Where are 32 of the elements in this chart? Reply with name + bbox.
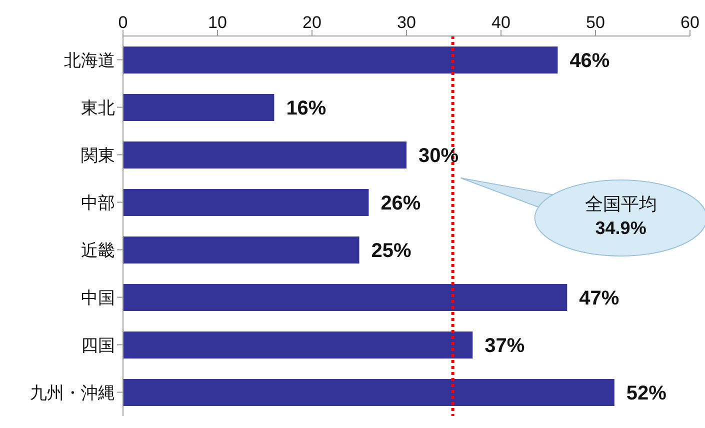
x-tick-label: 0 xyxy=(118,13,128,32)
bar xyxy=(123,378,614,406)
y-tick-label: 北海道 xyxy=(64,50,115,70)
data-label: 47% xyxy=(579,288,620,310)
data-label: 25% xyxy=(371,240,412,262)
data-label: 26% xyxy=(380,192,421,215)
y-tick-label: 関東 xyxy=(81,146,115,165)
x-tick-label: 10 xyxy=(208,13,227,32)
x-tick-label: 60 xyxy=(680,13,700,32)
data-label: 37% xyxy=(484,335,525,358)
data-label: 46% xyxy=(570,50,610,72)
x-tick-label: 30 xyxy=(397,13,416,32)
bar xyxy=(123,46,558,74)
bar xyxy=(123,188,369,216)
bar xyxy=(123,94,274,121)
y-tick-label: 中国 xyxy=(81,288,115,308)
bar xyxy=(123,331,473,358)
bar xyxy=(123,236,360,264)
bar xyxy=(123,284,568,311)
y-tick-label: 四国 xyxy=(81,336,115,355)
x-tick-label: 40 xyxy=(492,13,510,32)
y-tick-label: 東北 xyxy=(81,98,115,118)
data-label: 30% xyxy=(418,145,459,168)
bar xyxy=(123,141,406,168)
y-tick-label: 近畿 xyxy=(81,240,115,260)
ref-line-label: 全国平均 34.9% xyxy=(584,194,657,238)
data-label: 52% xyxy=(626,382,667,405)
y-tick-label: 九州・沖縄 xyxy=(30,383,115,402)
data-label: 16% xyxy=(286,98,326,120)
x-tick-label: 20 xyxy=(302,13,322,32)
y-tick-label: 中部 xyxy=(81,193,115,212)
x-tick-label: 50 xyxy=(586,13,605,32)
